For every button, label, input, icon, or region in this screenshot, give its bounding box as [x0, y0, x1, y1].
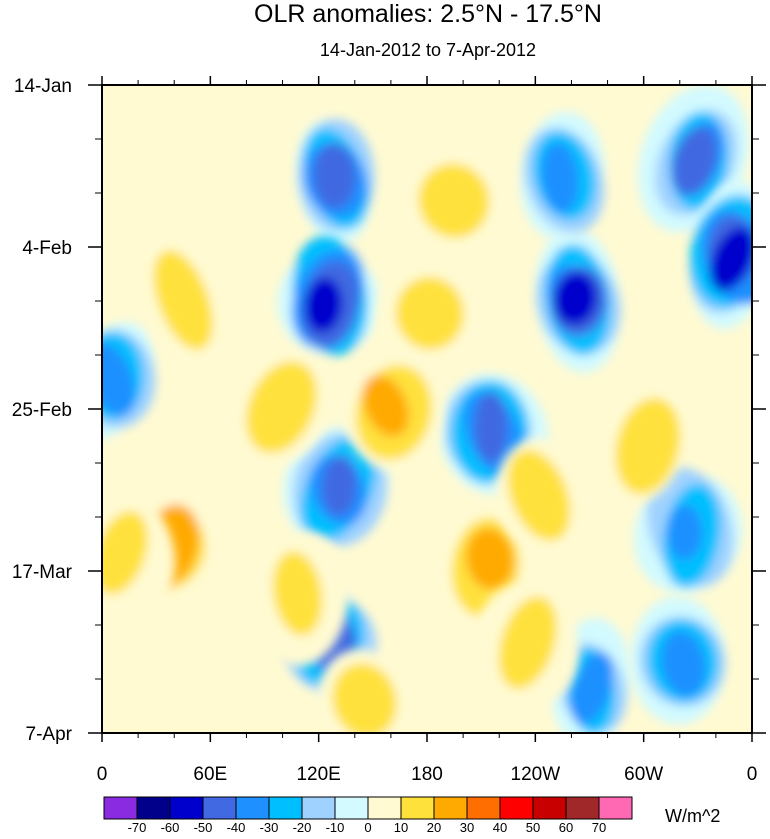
anomaly-feature: [376, 256, 481, 381]
colorbar-level-label: 20: [427, 820, 441, 834]
anomaly-feature: [604, 392, 684, 502]
y-tick-label: 14-Jan: [14, 76, 72, 97]
colorbar-level-label: -10: [326, 820, 345, 834]
anomaly-contour: [466, 528, 514, 590]
anomaly-contour: [272, 551, 323, 636]
anomaly-contour: [474, 391, 508, 463]
anomaly-feature: [495, 438, 582, 548]
colorbar-swatch: [235, 796, 270, 820]
anomaly-contour: [322, 455, 357, 516]
anomaly-contour: [498, 596, 558, 689]
x-tick-label: 0: [97, 764, 108, 785]
chart-title: OLR anomalies: 2.5°N - 17.5°N: [254, 0, 602, 28]
anomaly-feature: [318, 649, 416, 733]
anomaly-contour: [153, 250, 214, 350]
anomaly-contour: [507, 449, 571, 541]
colorbar-swatch: [268, 796, 303, 820]
anomaly-contour: [667, 505, 703, 560]
colorbar-level-label: -40: [227, 820, 246, 834]
colorbar-swatch: [499, 796, 534, 820]
anomaly-contour: [615, 398, 681, 495]
chart-subtitle: 14-Jan-2012 to 7-Apr-2012: [320, 40, 536, 60]
axes: 0 60E 120E 180 120W 60W 0 14-Jan 4-Feb 25-Feb 17-M…: [12, 76, 766, 785]
x-tick-label: 60E: [193, 764, 227, 785]
colorbar-level-label: 10: [394, 820, 408, 834]
anomaly-feature: [401, 134, 505, 266]
anomaly-feature: [535, 228, 621, 373]
colorbar-swatch: [466, 796, 501, 820]
colorbar-swatch: [169, 796, 204, 820]
anomaly-feature: [634, 467, 743, 594]
colorbar-level-label: 0: [364, 820, 371, 834]
colorbar-level-label: -30: [260, 820, 279, 834]
colorbar-swatch: [367, 796, 402, 820]
colorbar-swatch: [202, 796, 237, 820]
anomaly-feature: [520, 111, 605, 240]
colorbar-level-label: 50: [526, 820, 540, 834]
anomaly-feature: [277, 236, 381, 356]
colorbar-level-label: -60: [161, 820, 180, 834]
colorbar-level-label: 30: [460, 820, 474, 834]
colorbar: -70 -60 -50 -40 -30 -20 -10 0 10 20 30 40 50 60 70: [103, 796, 633, 835]
anomaly-contour: [313, 142, 356, 209]
anomaly-contour: [553, 271, 597, 326]
anomaly-contour: [102, 343, 135, 416]
y-tick-label: 17-Mar: [12, 562, 73, 583]
colorbar-swatch: [598, 796, 633, 820]
x-tick-label: 120E: [296, 764, 340, 785]
anomaly-feature: [476, 584, 579, 705]
anomaly-feature: [630, 596, 726, 725]
colorbar-level-label: -50: [194, 820, 213, 834]
colorbar-swatch: [136, 796, 171, 820]
anomaly-contour: [304, 277, 343, 333]
anomaly-contour: [245, 361, 318, 454]
anomaly-feature: [102, 485, 176, 619]
anomaly-contour: [102, 511, 149, 595]
x-tick-label: 180: [411, 764, 443, 785]
anomaly-feature: [295, 119, 375, 244]
colorbar-swatch: [103, 796, 138, 820]
x-tick-label: 60W: [624, 764, 663, 785]
anomaly-contour: [332, 663, 397, 733]
anomaly-field: [102, 85, 752, 733]
anomaly-feature: [102, 322, 156, 440]
anomaly-contour: [541, 143, 579, 213]
colorbar-level-label: -70: [128, 820, 147, 834]
anomaly-contour: [570, 652, 613, 724]
y-tick-label: 7-Apr: [26, 724, 73, 745]
colorbar-swatch: [565, 796, 600, 820]
anomaly-contour: [671, 127, 718, 195]
plot-area: [101, 84, 753, 734]
anomaly-contour: [418, 163, 490, 238]
y-tick-label: 25-Feb: [12, 400, 72, 421]
anomaly-feature: [143, 231, 230, 378]
anomaly-contour: [709, 226, 752, 292]
colorbar-level-label: 40: [493, 820, 507, 834]
anomaly-feature: [342, 354, 442, 471]
colorbar-level-label: -20: [293, 820, 312, 834]
x-tick-label: 0: [747, 764, 758, 785]
anomaly-contour: [661, 631, 706, 697]
anomaly-feature: [256, 531, 350, 667]
anomaly-feature: [230, 351, 329, 464]
anomaly-contour: [362, 375, 409, 437]
colorbar-units-label: W/m^2: [665, 806, 720, 826]
colorbar-swatch: [400, 796, 435, 820]
colorbar-swatch: [532, 796, 567, 820]
colorbar-swatch: [301, 796, 336, 820]
anomaly-contour: [395, 276, 465, 350]
y-tick-label: 4-Feb: [22, 238, 72, 259]
colorbar-level-label: 60: [559, 820, 573, 834]
x-tick-label: 120W: [511, 764, 561, 785]
colorbar-swatch: [334, 796, 369, 820]
colorbar-swatch: [433, 796, 468, 820]
anomaly-feature: [283, 427, 389, 547]
colorbar-level-label: 70: [592, 820, 606, 834]
